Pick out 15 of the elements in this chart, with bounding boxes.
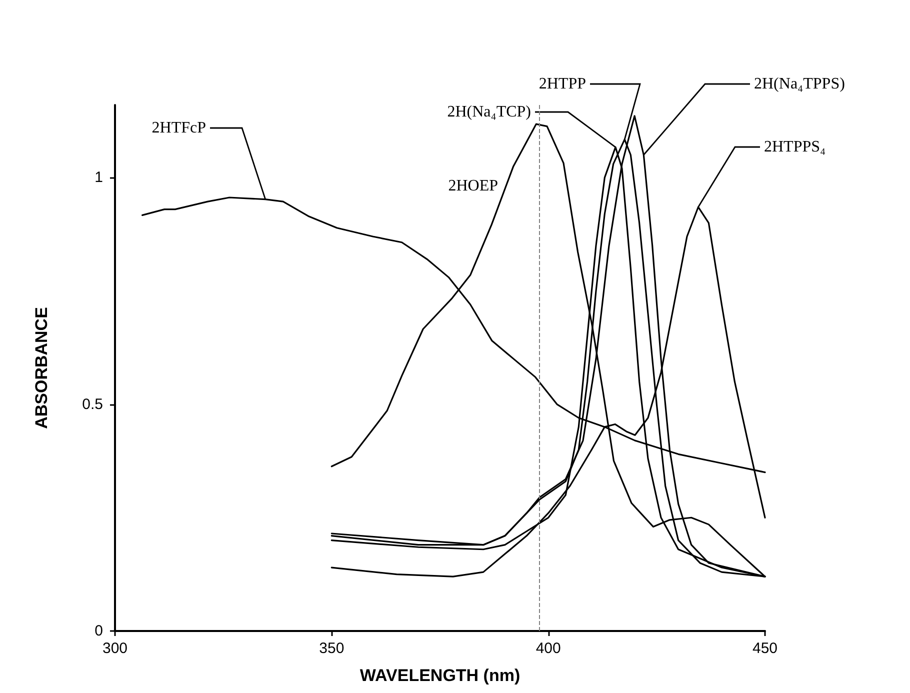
x-tick-label: 450 [752,640,778,657]
x-tick-label: 300 [102,640,128,657]
y-tick-label: 0.5 [82,396,103,413]
y-tick-label: 0 [94,622,103,640]
text: 2HTFcP [152,120,206,136]
x-axis-title: WAVELENGTH (nm) [360,666,520,685]
x-tick-label: 350 [319,640,344,657]
text: 2H(Na₄TCP) [447,104,531,120]
text: 2HTPPS₄ [764,138,826,156]
text: 2H(Na₄TPPS) [754,76,845,92]
x-tick-label: 400 [536,640,561,657]
y-tick-label: 1 [94,169,103,186]
text: 2HTPP [538,76,586,92]
y-axis-title: ABSORBANCE [32,307,51,429]
series-label: 2HOEP [448,178,498,194]
